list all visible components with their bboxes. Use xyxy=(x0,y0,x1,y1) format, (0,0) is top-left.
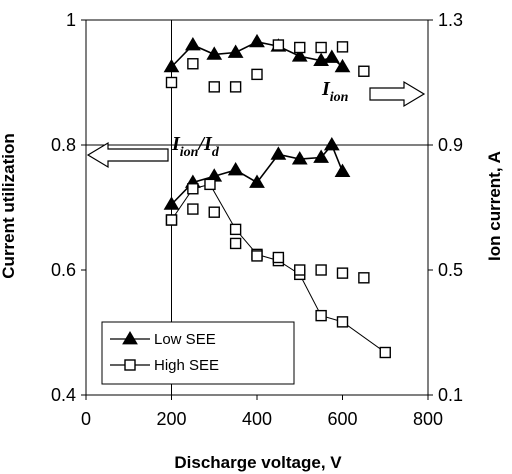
annotation-ion-current: Iion xyxy=(321,78,426,108)
data-point-square xyxy=(336,41,349,53)
y-axis-left-title: Current utilization xyxy=(0,133,18,278)
legend-box xyxy=(101,321,295,385)
y-left-tick-label: 1 xyxy=(66,10,76,30)
annotations: Iion Iion/Id xyxy=(86,78,426,169)
legend-item-low-see: Low SEE xyxy=(110,331,216,348)
y-left-tick-label: 0.8 xyxy=(51,135,76,155)
annotation-label: Iion/Id xyxy=(171,133,220,160)
data-point-square xyxy=(251,68,263,81)
series-line xyxy=(171,183,386,353)
data-point-triangle xyxy=(334,58,351,73)
x-tick-label: 400 xyxy=(242,409,272,429)
y-axis-right-title: Ion current, A xyxy=(485,151,504,261)
data-point-triangle xyxy=(163,58,180,73)
tick-labels: 0 200 400 600 800 0.4 0.6 0.8 1 0.1 0.5 0.9 1.3 xyxy=(51,10,463,429)
data-point-triangle xyxy=(206,46,223,60)
data-point-square xyxy=(165,76,178,89)
y-right-tick-label: 0.9 xyxy=(438,135,463,155)
data-point-square xyxy=(272,39,285,51)
data-point-square xyxy=(229,81,242,93)
data-point-square xyxy=(187,58,199,70)
left-arrow-icon xyxy=(86,141,169,169)
x-tick-label: 0 xyxy=(81,409,91,429)
legend-triangle-icon xyxy=(122,331,138,345)
right-arrow-icon xyxy=(369,80,426,108)
data-point-triangle xyxy=(291,151,308,165)
data-point-square xyxy=(294,41,306,54)
x-tick-label: 200 xyxy=(156,409,186,429)
data-point-triangle xyxy=(291,48,308,62)
y-left-tick-label: 0.4 xyxy=(51,385,76,405)
y-right-tick-label: 0.5 xyxy=(438,260,463,280)
data-point-triangle xyxy=(163,196,180,210)
data-point-square xyxy=(358,272,370,284)
data-point-square xyxy=(358,65,370,77)
data-point-triangle xyxy=(227,44,244,58)
x-axis-title: Discharge voltage, V xyxy=(174,453,342,472)
data-point-triangle xyxy=(323,137,340,151)
annotation-label: Iion xyxy=(321,78,349,105)
data-point-square xyxy=(272,251,285,264)
data-point-square xyxy=(379,346,391,359)
data-point-square xyxy=(208,81,220,93)
annotation-current-utilization: Iion/Id xyxy=(86,133,220,169)
data-point-square xyxy=(204,178,216,191)
data-point-square xyxy=(315,264,327,276)
legend: Low SEE High SEE xyxy=(101,321,295,385)
data-point-square xyxy=(165,214,178,226)
data-point-square xyxy=(336,316,349,328)
data-point-triangle xyxy=(270,146,287,160)
data-point-triangle xyxy=(185,37,201,51)
series-layer xyxy=(163,33,391,359)
data-point-triangle xyxy=(313,149,329,163)
series-line xyxy=(170,143,344,205)
data-point-square xyxy=(187,203,199,215)
series-low-see-0 xyxy=(163,33,351,73)
data-point-triangle xyxy=(323,49,340,63)
data-point-square xyxy=(315,309,327,322)
data-point-square xyxy=(251,250,263,262)
data-point-triangle xyxy=(249,33,265,48)
x-tick-label: 800 xyxy=(413,409,443,429)
x-tick-label: 600 xyxy=(327,409,357,429)
data-point-square xyxy=(336,267,349,279)
y-left-tick-label: 0.6 xyxy=(51,260,76,280)
data-point-triangle xyxy=(249,174,265,188)
data-point-triangle xyxy=(227,162,244,176)
y-right-tick-label: 0.1 xyxy=(438,385,463,405)
y-right-tick-label: 1.3 xyxy=(438,10,463,30)
data-point-square xyxy=(315,41,327,54)
data-point-square xyxy=(229,237,242,250)
legend-item-high-see: High SEE xyxy=(110,357,219,374)
data-point-square xyxy=(229,223,242,236)
series-high-see-2 xyxy=(165,39,370,93)
data-point-triangle xyxy=(334,163,351,177)
data-point-square xyxy=(187,183,199,195)
legend-label: Low SEE xyxy=(154,331,216,348)
data-point-square xyxy=(294,264,306,276)
data-point-square xyxy=(208,206,220,218)
legend-label: High SEE xyxy=(154,357,219,374)
series-high-see-4 xyxy=(165,203,370,284)
legend-square-icon xyxy=(124,359,136,371)
